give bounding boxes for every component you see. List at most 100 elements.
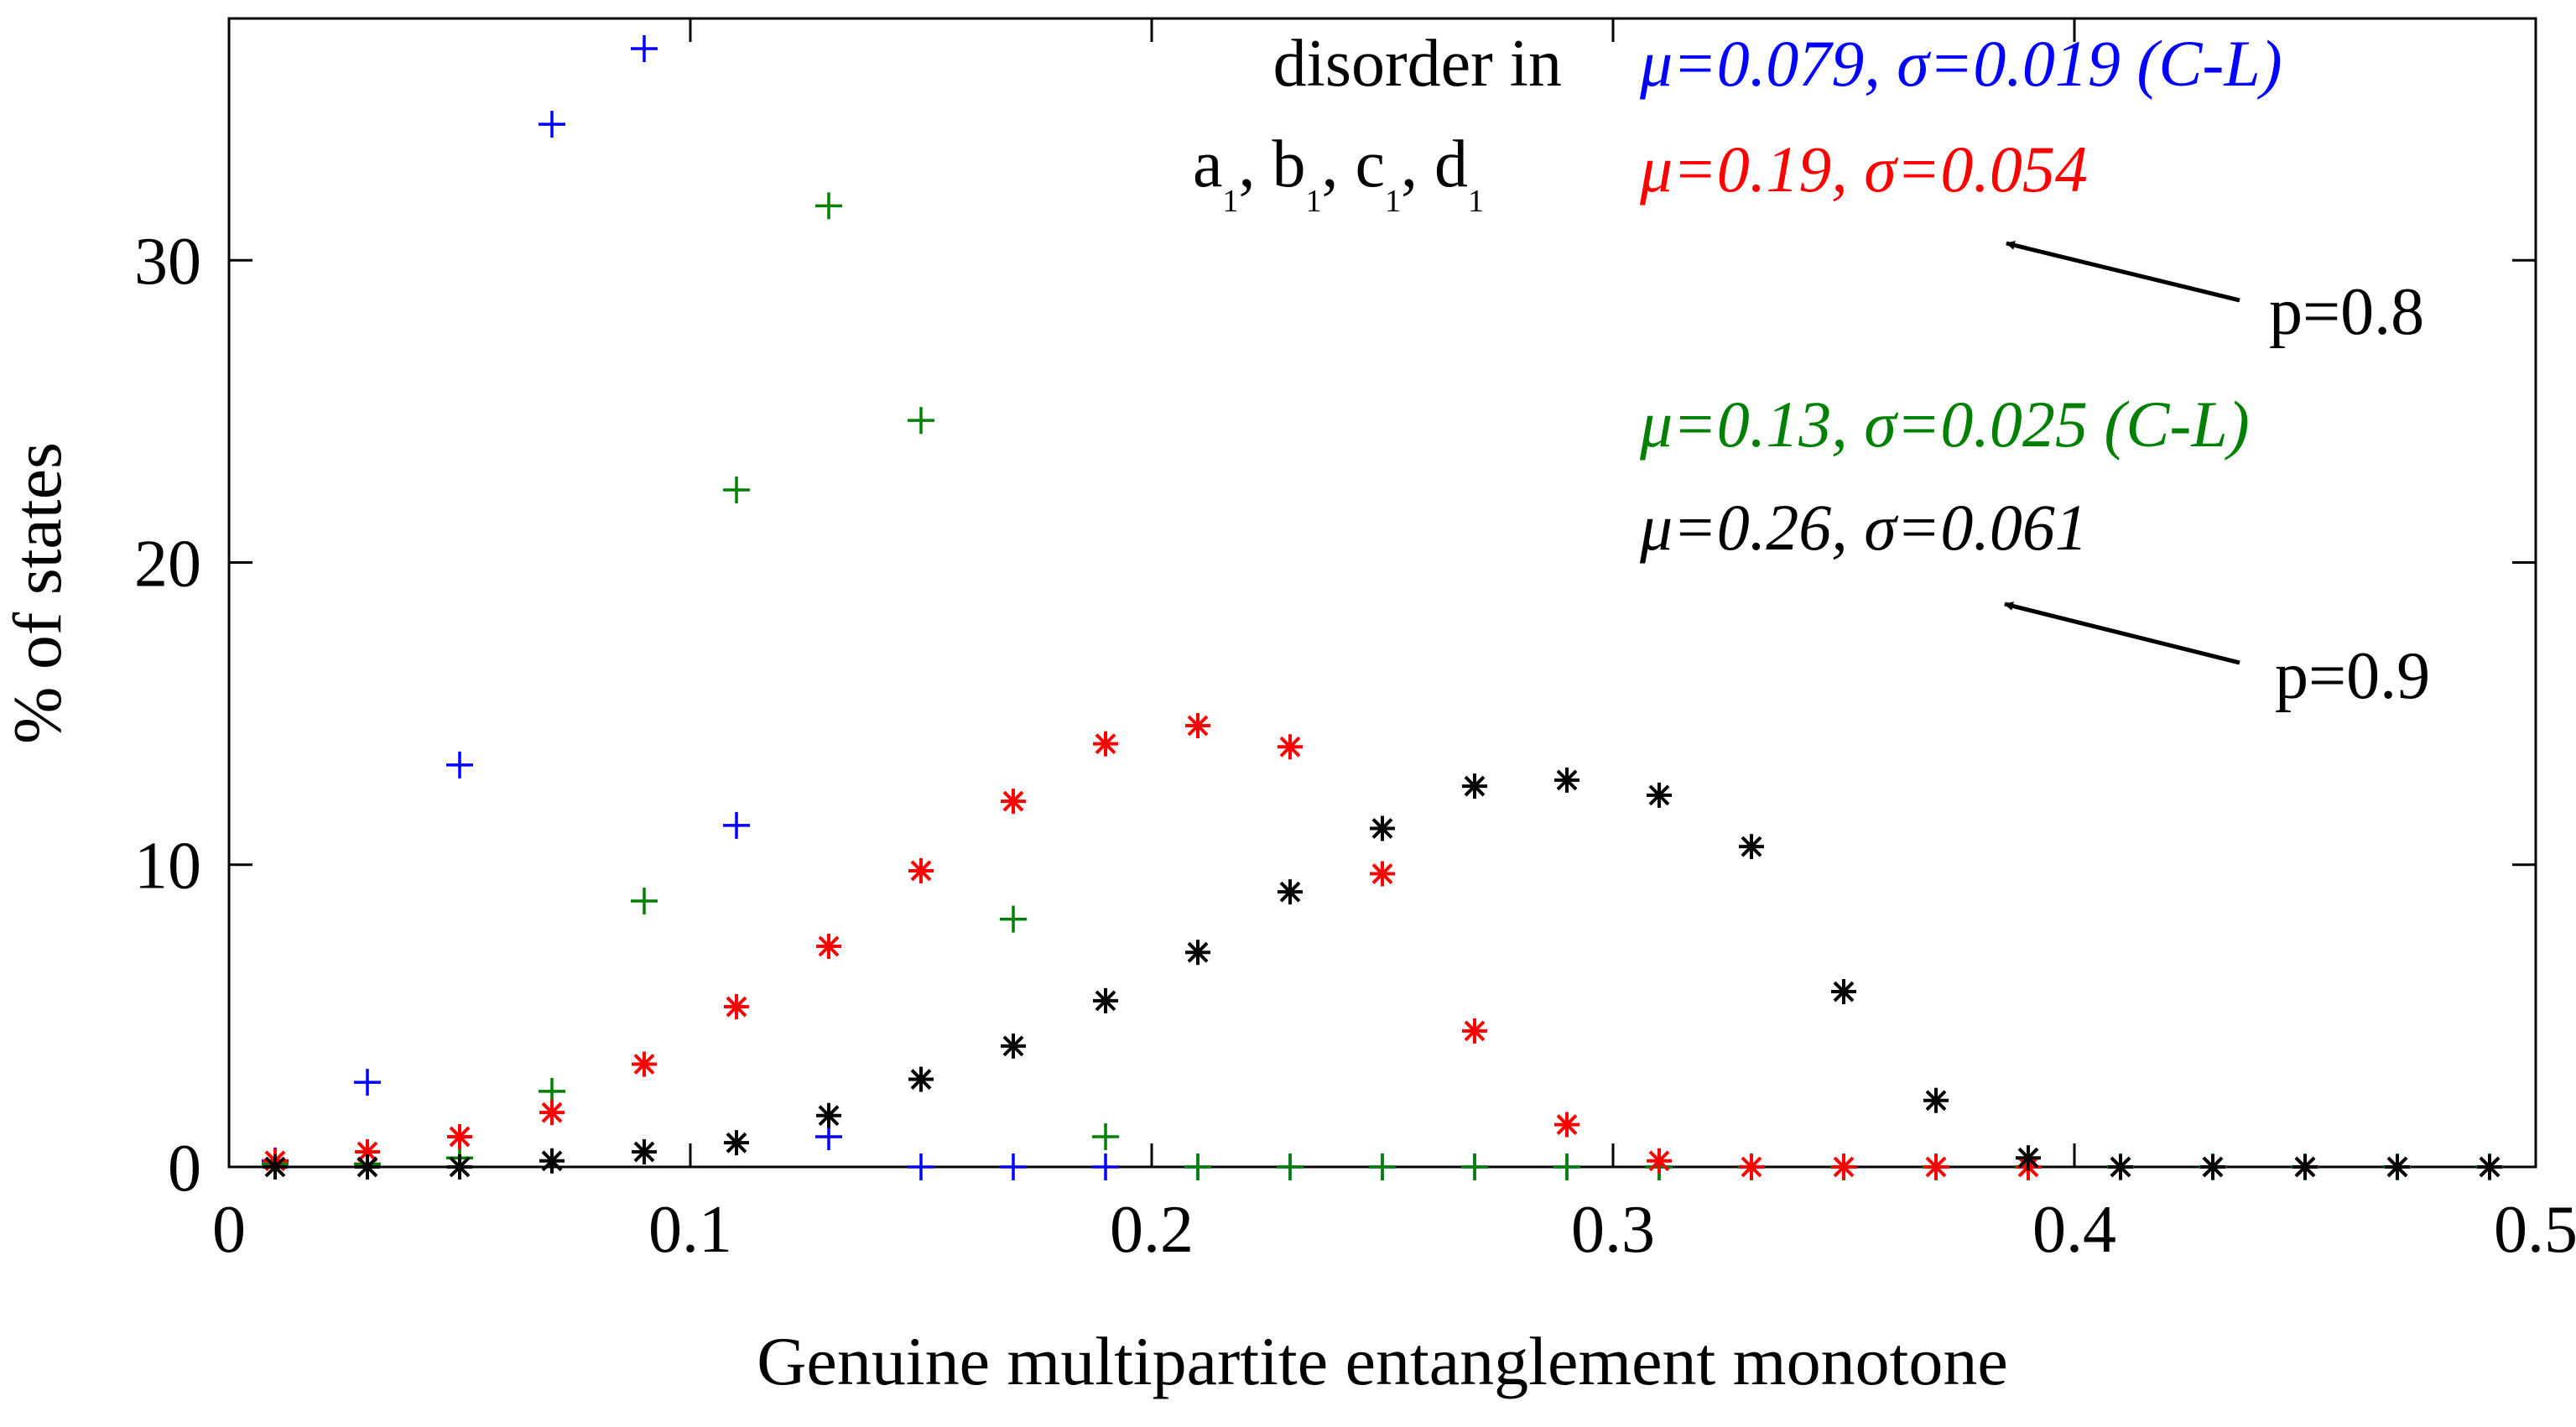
data-point	[816, 934, 841, 960]
var-c: c	[1356, 128, 1386, 201]
sep-a: ,	[1239, 128, 1256, 201]
data-point	[723, 811, 750, 839]
data-point	[1554, 767, 1579, 793]
sep-b: ,	[1322, 128, 1339, 201]
data-point	[446, 751, 473, 779]
stat-red: μ=0.19, σ=0.054	[1639, 133, 2088, 206]
series-0	[262, 35, 2503, 1180]
data-point	[1739, 1154, 1764, 1180]
data-point	[539, 1100, 565, 1126]
arrow-label-p09: p=0.9	[2275, 639, 2430, 713]
data-point	[2292, 1154, 2318, 1180]
x-tick-label: 0.5	[2494, 1193, 2576, 1267]
data-point	[355, 1154, 380, 1180]
data-point	[2200, 1154, 2225, 1180]
x-tick-label: 0.4	[2032, 1193, 2116, 1267]
data-point	[1000, 1154, 1027, 1180]
sep-c: ,	[1401, 128, 1418, 201]
y-axis-label: % of states	[0, 442, 75, 744]
data-point	[1553, 1154, 1580, 1180]
x-tick-label: 0.3	[1571, 1193, 1655, 1267]
data-point	[1462, 1018, 1487, 1044]
data-point	[1093, 987, 1118, 1013]
sub-c: 1	[1385, 184, 1401, 219]
x-tick-label: 0.1	[648, 1193, 732, 1267]
data-point	[1370, 815, 1395, 841]
data-point	[354, 1069, 381, 1096]
data-point	[1831, 979, 1856, 1005]
data-point	[1184, 1154, 1211, 1180]
stat-black: μ=0.26, σ=0.061	[1639, 491, 2088, 564]
data-point	[815, 192, 842, 220]
data-point	[724, 1130, 749, 1156]
x-tick-label: 0	[212, 1193, 246, 1267]
data-point	[1093, 731, 1118, 757]
data-point	[631, 35, 658, 63]
y-tick-label: 30	[134, 225, 201, 299]
data-point	[2477, 1154, 2502, 1180]
data-point	[1092, 1154, 1119, 1180]
data-point	[1647, 1148, 1672, 1174]
data-point	[723, 477, 750, 504]
data-point	[816, 1102, 841, 1128]
data-point	[908, 1154, 934, 1180]
arrow-p09	[2003, 602, 2240, 665]
data-point	[1369, 1154, 1396, 1180]
data-point	[1000, 905, 1027, 933]
data-point	[355, 1138, 380, 1164]
data-point	[1185, 713, 1210, 739]
disorder-label: disorder in	[1273, 27, 1562, 101]
data-point	[447, 1154, 472, 1180]
var-a: a	[1193, 128, 1223, 201]
axis-ticks	[227, 18, 2537, 1169]
x-tick-label: 0.2	[1110, 1193, 1194, 1267]
stat-green: μ=0.13, σ=0.025 (C-L)	[1639, 388, 2250, 461]
data-point	[1923, 1087, 1949, 1113]
data-point	[631, 887, 658, 914]
data-marks	[262, 35, 2503, 1180]
data-point	[447, 1123, 472, 1149]
var-b: b	[1272, 128, 1306, 201]
data-point	[908, 1066, 934, 1092]
data-point	[1001, 1033, 1026, 1059]
stat-blue: μ=0.079, σ=0.019 (C-L)	[1639, 27, 2282, 100]
data-point	[539, 1148, 565, 1174]
y-tick-label: 20	[134, 527, 201, 601]
data-point	[539, 111, 565, 138]
sub-d: 1	[1468, 184, 1484, 219]
data-point	[1278, 879, 1303, 905]
data-point	[1185, 940, 1210, 966]
data-point	[1831, 1154, 1856, 1180]
sub-a: 1	[1223, 184, 1239, 219]
data-point	[632, 1138, 657, 1164]
data-point	[2016, 1145, 2041, 1171]
data-point	[908, 857, 934, 883]
data-point	[263, 1154, 288, 1180]
series-3	[263, 767, 2502, 1180]
data-point	[1092, 1122, 1119, 1150]
data-point	[2108, 1154, 2133, 1180]
data-point	[632, 1051, 657, 1077]
data-point	[1001, 789, 1026, 815]
var-d: d	[1434, 128, 1468, 201]
axis-tick-labels: 0 0.1 0.2 0.3 0.4 0.5 0 10 20 30	[134, 225, 2576, 1267]
data-point	[1278, 734, 1303, 760]
data-point	[908, 407, 934, 435]
disorder-variables: a1, b1, c1, d1	[1193, 128, 1484, 219]
data-point	[1554, 1112, 1579, 1138]
arrow-label-p08: p=0.8	[2269, 275, 2424, 349]
series-2	[263, 713, 2502, 1180]
y-tick-label: 0	[168, 1132, 201, 1206]
data-point	[1461, 1154, 1488, 1180]
x-axis-label: Genuine multipartite entanglement monoto…	[757, 1323, 2008, 1399]
data-point	[1277, 1154, 1304, 1180]
series-1	[262, 192, 2503, 1180]
data-point	[1923, 1154, 1949, 1180]
data-point	[1647, 782, 1672, 808]
sub-b: 1	[1306, 184, 1322, 219]
data-point	[1739, 834, 1764, 860]
data-point	[1462, 773, 1487, 799]
data-point	[724, 994, 749, 1020]
